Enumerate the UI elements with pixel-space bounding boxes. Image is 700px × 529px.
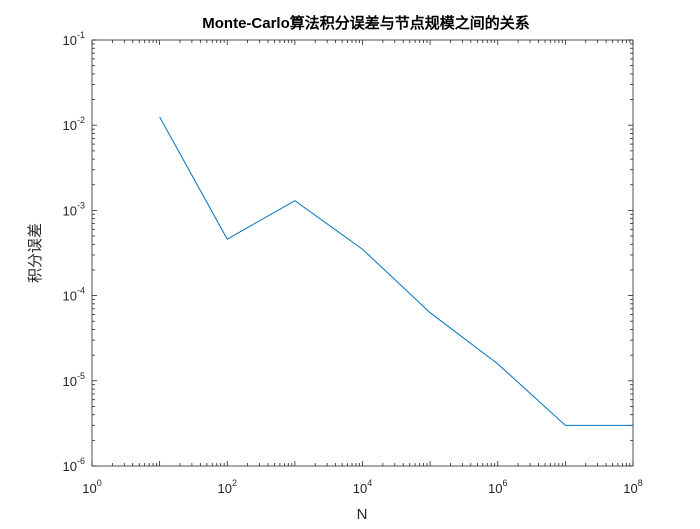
y-tick-label: 10-2 [63, 115, 85, 133]
y-tick-label: 10-1 [63, 30, 85, 48]
x-tick-label: 104 [353, 478, 372, 496]
y-axis-label: 积分误差 [27, 223, 44, 283]
x-tick-label: 100 [82, 478, 101, 496]
x-axis-label: N [357, 506, 368, 523]
y-tick-label: 10-5 [63, 371, 85, 389]
minor-ticks [92, 40, 633, 466]
axes-box [91, 39, 634, 467]
plot-area [92, 40, 633, 466]
y-tick-label: 10-6 [63, 456, 85, 474]
chart-title: Monte-Carlo算法积分误差与节点规模之间的关系 [202, 14, 530, 32]
x-tick-labels: 100 102 104 106 108 [82, 478, 642, 496]
x-tick-label: 106 [488, 478, 507, 496]
x-tick-label: 102 [218, 478, 237, 496]
y-tick-label: 10-4 [63, 286, 85, 304]
y-tick-label: 10-3 [63, 200, 85, 218]
series-group [159, 116, 633, 426]
y-tick-labels: 10-6 10-5 10-4 10-3 10-2 10-1 [63, 30, 85, 474]
x-tick-label: 108 [623, 478, 642, 496]
series-line [159, 116, 633, 426]
